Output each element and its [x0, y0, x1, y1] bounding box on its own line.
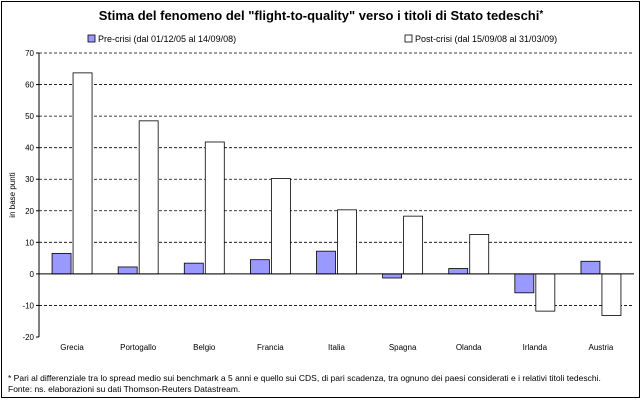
y-tick-label: -10	[22, 301, 34, 310]
bar-pre-crisi	[448, 268, 469, 275]
bars	[51, 72, 622, 316]
x-category-label: Irlanda	[523, 343, 548, 352]
bar-pre-crisi	[316, 250, 336, 275]
y-axis-ticks: -20 -10 0 10 20 30 40 50 60 70	[22, 49, 39, 342]
footnotes: * Pari al differenziale tra lo spread me…	[8, 373, 638, 395]
bar-post-crisi	[204, 141, 225, 275]
x-category-label: Grecia	[60, 343, 84, 352]
bar-pre-crisi	[580, 260, 601, 275]
y-tick-label: 70	[25, 49, 34, 58]
y-tick-label: 0	[30, 270, 35, 279]
footnote-text: * Pari al differenziale tra lo spread me…	[8, 373, 601, 383]
bar-post-crisi	[601, 273, 622, 316]
x-category-label: Spagna	[389, 343, 417, 352]
chart-title: Stima del fenomeno del "flight-to-qualit…	[99, 8, 544, 23]
y-tick-label: 40	[25, 144, 34, 153]
y-tick-label: -20	[22, 333, 34, 342]
bar-pre-crisi	[183, 262, 204, 275]
y-tick-label: 10	[25, 238, 34, 247]
legend-swatch-pre-crisi	[87, 34, 96, 43]
bar-post-crisi	[337, 209, 357, 275]
chart-title-mark: *	[539, 9, 543, 20]
bar-post-crisi	[72, 72, 93, 275]
x-category-label: Olanda	[456, 343, 482, 352]
bar-pre-crisi	[249, 259, 270, 275]
chart: Stima del fenomeno del "flight-to-qualit…	[8, 8, 634, 352]
bar-post-crisi	[469, 234, 490, 275]
y-tick-label: 30	[25, 175, 34, 184]
bar-pre-crisi	[51, 252, 72, 275]
bar-post-crisi	[535, 273, 556, 312]
x-category-label: Francia	[257, 343, 284, 352]
bar-post-crisi	[270, 178, 291, 275]
legend-label-pre-crisi: Pre-crisi (dal 01/12/05 al 14/09/08)	[98, 34, 236, 44]
bar-post-crisi	[403, 215, 424, 275]
legend-label-post-crisi: Post-crisi (dal 15/09/08 al 31/03/09)	[415, 34, 557, 44]
x-axis-categories: Grecia Portogallo Belgio Francia Italia Spagn…	[60, 343, 614, 352]
bar-post-crisi	[138, 120, 159, 275]
bar-pre-crisi	[117, 266, 138, 275]
bar-pre-crisi	[382, 273, 403, 279]
y-tick-label: 20	[25, 207, 34, 216]
y-tick-label: 60	[25, 81, 34, 90]
legend: Pre-crisi (dal 01/12/05 al 14/09/08) Pos…	[87, 34, 557, 44]
axes	[38, 53, 634, 337]
x-category-label: Belgio	[193, 343, 216, 352]
y-tick-label: 50	[25, 112, 34, 121]
y-axis-label: in base punti	[8, 172, 17, 218]
source-text: Fonte: ns. elaborazioni su dati Thomson-…	[8, 384, 241, 394]
legend-swatch-post-crisi	[404, 34, 413, 43]
x-category-label: Portogallo	[120, 343, 157, 352]
x-category-label: Austria	[588, 343, 613, 352]
bar-pre-crisi	[514, 273, 535, 294]
gridlines	[39, 52, 634, 306]
chart-title-text: Stima del fenomeno del "flight-to-qualit…	[99, 8, 540, 23]
x-category-label: Italia	[328, 343, 345, 352]
